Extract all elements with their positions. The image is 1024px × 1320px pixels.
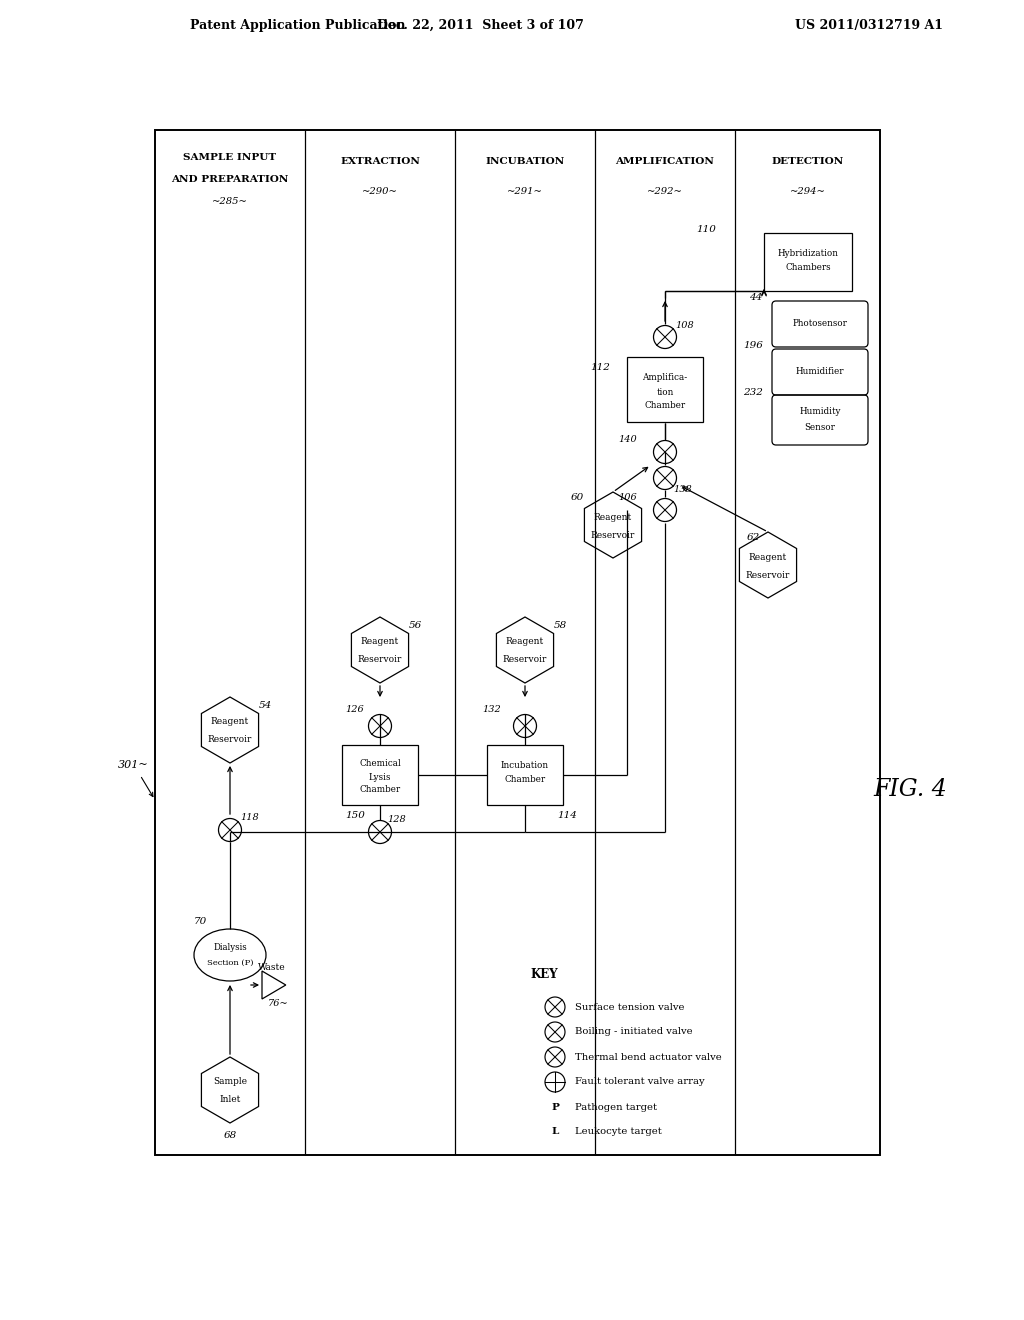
Text: Patent Application Publication: Patent Application Publication <box>190 18 406 32</box>
Bar <box>487 744 563 805</box>
Text: Amplifica-: Amplifica- <box>642 374 688 383</box>
Text: Humidifier: Humidifier <box>796 367 844 376</box>
Text: Inlet: Inlet <box>219 1096 241 1105</box>
Text: 138: 138 <box>674 486 692 495</box>
Text: Boiling - initiated valve: Boiling - initiated valve <box>575 1027 692 1036</box>
Text: Fault tolerant valve array: Fault tolerant valve array <box>575 1077 705 1086</box>
Text: Pathogen target: Pathogen target <box>575 1102 657 1111</box>
Text: Humidity: Humidity <box>800 408 841 417</box>
Text: INCUBATION: INCUBATION <box>485 157 564 166</box>
Text: Chemical: Chemical <box>359 759 400 768</box>
Text: Section (P): Section (P) <box>207 960 253 968</box>
Text: Waste: Waste <box>258 964 286 973</box>
Text: P: P <box>551 1102 559 1111</box>
Text: Reservoir: Reservoir <box>208 735 252 744</box>
Text: KEY: KEY <box>530 969 558 982</box>
Text: 54: 54 <box>258 701 271 710</box>
Text: 128: 128 <box>388 816 407 825</box>
Text: Reagent: Reagent <box>211 718 249 726</box>
Text: AMPLIFICATION: AMPLIFICATION <box>615 157 715 166</box>
Text: ~290~: ~290~ <box>362 187 398 197</box>
Text: 114: 114 <box>557 812 577 821</box>
Text: Leukocyte target: Leukocyte target <box>575 1127 662 1137</box>
Text: FIG. 4: FIG. 4 <box>873 779 947 801</box>
Text: SAMPLE INPUT: SAMPLE INPUT <box>183 153 276 162</box>
Text: Lysis: Lysis <box>369 772 391 781</box>
Text: Reagent: Reagent <box>594 512 632 521</box>
Text: Photosensor: Photosensor <box>793 319 848 329</box>
Text: Thermal bend actuator valve: Thermal bend actuator valve <box>575 1052 722 1061</box>
Text: 301~: 301~ <box>118 760 148 770</box>
Bar <box>627 358 703 422</box>
Text: 112: 112 <box>590 363 610 372</box>
Text: 196: 196 <box>743 341 763 350</box>
Text: Reservoir: Reservoir <box>503 656 547 664</box>
Text: 150: 150 <box>345 812 365 821</box>
Text: Chambers: Chambers <box>785 264 830 272</box>
Text: Reservoir: Reservoir <box>745 570 791 579</box>
Text: 132: 132 <box>482 705 502 714</box>
Text: 56: 56 <box>409 620 422 630</box>
Text: EXTRACTION: EXTRACTION <box>340 157 420 166</box>
Text: 70: 70 <box>194 917 207 927</box>
Text: 106: 106 <box>618 494 637 503</box>
Text: AND PREPARATION: AND PREPARATION <box>171 176 289 185</box>
Text: 76~: 76~ <box>268 999 289 1008</box>
Text: 44: 44 <box>750 293 763 301</box>
Text: L: L <box>551 1127 559 1137</box>
Text: 126: 126 <box>346 705 365 714</box>
Text: 232: 232 <box>743 388 763 396</box>
Text: 118: 118 <box>241 813 259 822</box>
Text: ~294~: ~294~ <box>791 187 826 197</box>
Text: Dec. 22, 2011  Sheet 3 of 107: Dec. 22, 2011 Sheet 3 of 107 <box>377 18 584 32</box>
Bar <box>155 129 880 1155</box>
Text: Surface tension valve: Surface tension valve <box>575 1002 684 1011</box>
Text: 110: 110 <box>696 226 716 235</box>
Text: Hybridization: Hybridization <box>777 248 839 257</box>
Bar <box>342 744 418 805</box>
Text: ~285~: ~285~ <box>212 198 248 206</box>
Text: US 2011/0312719 A1: US 2011/0312719 A1 <box>795 18 943 32</box>
Text: Reagent: Reagent <box>506 638 544 647</box>
Bar <box>764 234 852 290</box>
Text: Reservoir: Reservoir <box>357 656 402 664</box>
Text: Chamber: Chamber <box>359 785 400 795</box>
Text: 62: 62 <box>746 533 760 543</box>
Text: ~291~: ~291~ <box>507 187 543 197</box>
Text: Sample: Sample <box>213 1077 247 1086</box>
Text: Incubation: Incubation <box>501 762 549 771</box>
Text: Reagent: Reagent <box>749 553 787 561</box>
Text: DETECTION: DETECTION <box>772 157 844 166</box>
Text: Reservoir: Reservoir <box>591 531 635 540</box>
Text: 60: 60 <box>570 494 584 503</box>
Text: Chamber: Chamber <box>505 776 546 784</box>
Text: Dialysis: Dialysis <box>213 944 247 953</box>
Text: Sensor: Sensor <box>805 422 836 432</box>
Text: 68: 68 <box>223 1130 237 1139</box>
Text: Chamber: Chamber <box>644 401 685 411</box>
Text: 140: 140 <box>618 436 637 445</box>
Text: Reagent: Reagent <box>360 638 399 647</box>
Text: tion: tion <box>656 388 674 396</box>
Text: ~292~: ~292~ <box>647 187 683 197</box>
Text: 108: 108 <box>676 321 694 330</box>
Text: 58: 58 <box>553 620 566 630</box>
